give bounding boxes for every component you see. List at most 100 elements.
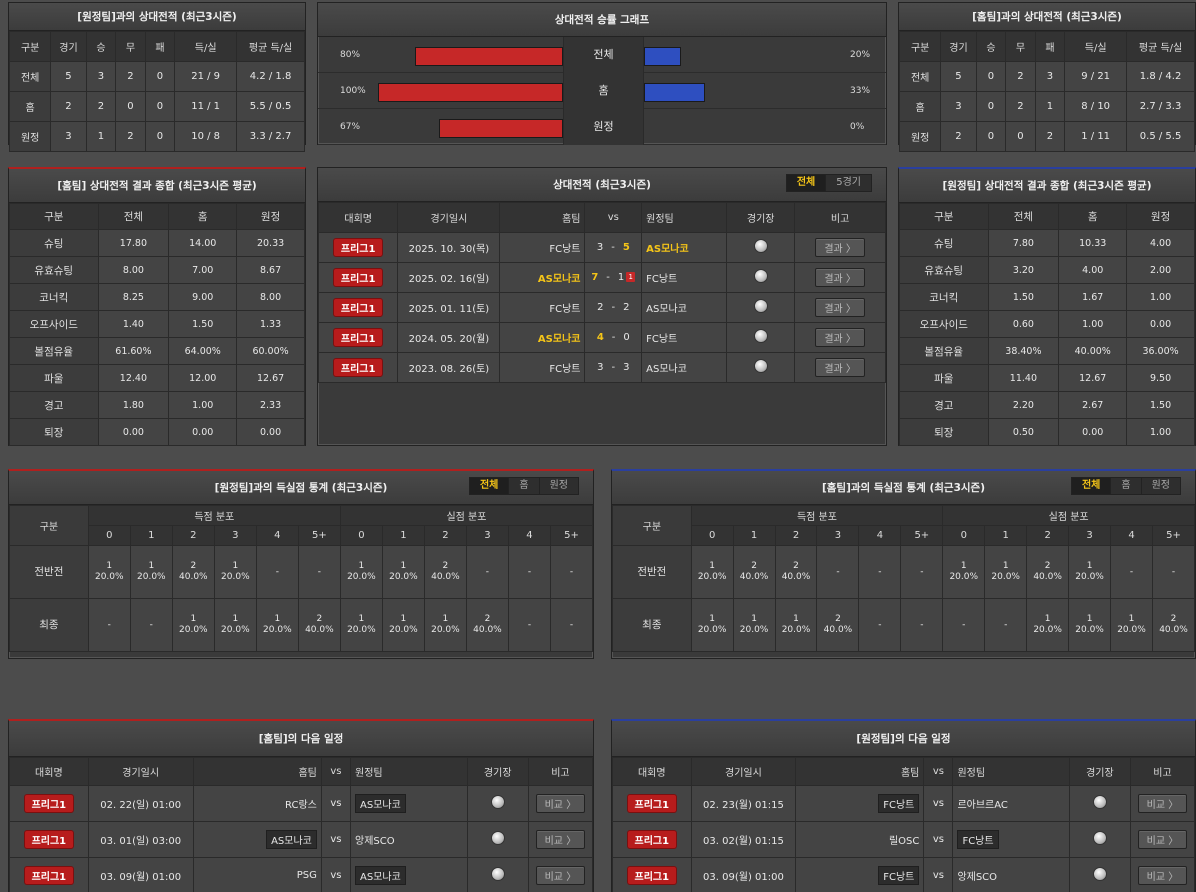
league-badge[interactable]: 프리그1 <box>333 299 383 316</box>
home-team[interactable]: PSG <box>296 870 317 881</box>
column-header-note: 비고 <box>1129 757 1196 786</box>
table-cell: 4.2 / 1.8 <box>236 61 305 92</box>
table-cell: 3 <box>940 91 977 122</box>
home-team[interactable]: RC랑스 <box>285 800 317 811</box>
date-cell: 03. 09(월) 01:00 <box>690 857 797 892</box>
score-separator: - <box>611 332 616 343</box>
compare-button[interactable]: 비교 〉 <box>535 866 586 885</box>
stadium-icon[interactable] <box>753 269 768 283</box>
table-row: 전체 5 3 2 0 21 / 9 4.2 / 1.8 <box>8 61 305 92</box>
goal-count-header: 0 <box>87 525 131 546</box>
home-team[interactable]: FC낭트 <box>878 866 920 885</box>
home-team[interactable]: FC낭트 <box>878 794 920 813</box>
stadium-icon[interactable] <box>1092 831 1107 845</box>
table-cell: 2.7 / 3.3 <box>1126 91 1195 122</box>
stadium-icon[interactable] <box>753 329 768 343</box>
home-team[interactable]: AS모나코 <box>499 322 586 353</box>
column-header: 구분 <box>9 203 99 230</box>
away-team[interactable]: FC낭트 <box>641 262 728 293</box>
league-badge[interactable]: 프리그1 <box>333 329 383 346</box>
away-team[interactable]: FC낭트 <box>957 830 999 849</box>
table-cell: 1.80 <box>97 391 170 419</box>
away-team[interactable]: 르아브르AC <box>957 800 1008 811</box>
tab-away[interactable]: 원정 <box>549 480 568 491</box>
goal-count-header: 5+ <box>297 525 341 546</box>
stadium-icon[interactable] <box>490 795 505 809</box>
home-team[interactable]: 릴OSC <box>888 836 920 847</box>
distribution-cell: - <box>1151 545 1196 599</box>
distribution-cell: 1 20.0% <box>690 598 734 652</box>
tab-away[interactable]: 원정 <box>1151 480 1170 491</box>
goal-count-header: 2 <box>423 525 467 546</box>
away-team[interactable]: AS모나코 <box>355 866 406 885</box>
result-button[interactable]: 결과 〉 <box>815 268 865 287</box>
league-badge[interactable]: 프리그1 <box>24 831 74 848</box>
away-team[interactable]: FC낭트 <box>641 322 728 353</box>
league-badge[interactable]: 프리그1 <box>627 831 677 848</box>
table-cell: 0 <box>975 91 1007 122</box>
tab-all[interactable]: 전체 <box>469 478 510 494</box>
count-value: 1 <box>709 614 715 624</box>
table-row: 파울 11.40 12.67 9.50 <box>899 364 1195 392</box>
distribution-cell: 1 20.0% <box>339 545 383 599</box>
stadium-icon[interactable] <box>753 239 768 253</box>
away-team[interactable]: AS모나코 <box>641 352 728 383</box>
compare-button[interactable]: 비교 〉 <box>535 794 586 813</box>
league-badge[interactable]: 프리그1 <box>24 867 74 884</box>
percent-value: 40.0% <box>305 625 334 635</box>
away-team[interactable]: AS모나코 <box>641 232 728 263</box>
home-team[interactable]: FC낭트 <box>499 352 586 383</box>
league-badge[interactable]: 프리그1 <box>333 239 383 256</box>
count-value: 2 <box>1044 561 1051 571</box>
header-row: 대회명 경기일시 홈팀 vs 원정팀 경기장 비고 <box>612 757 1196 786</box>
table-row: 원정 3 1 2 0 10 / 8 3.3 / 2.7 <box>8 121 305 152</box>
league-badge[interactable]: 프리그1 <box>24 795 74 812</box>
table-cell: 0.00 <box>168 418 238 446</box>
tab-home[interactable]: 홈 <box>1111 478 1142 494</box>
table-cell: 1.33 <box>236 310 305 338</box>
compare-button[interactable]: 비교 〉 <box>1137 866 1188 885</box>
percent-value: 40.0% <box>823 625 853 635</box>
count-value: 1 <box>190 614 197 624</box>
tab-home[interactable]: 홈 <box>509 478 540 494</box>
table-cell: 60.00% <box>236 337 305 365</box>
table-row: 슈팅 17.80 14.00 20.33 <box>9 229 305 257</box>
tab-all[interactable]: 전체 <box>786 175 827 191</box>
league-badge[interactable]: 프리그1 <box>333 359 383 376</box>
distribution-cell: 2 40.0% <box>171 545 215 599</box>
red-card-icon: 1 <box>626 272 636 282</box>
league-badge[interactable]: 프리그1 <box>627 867 677 884</box>
result-button[interactable]: 결과 〉 <box>815 358 865 377</box>
result-button[interactable]: 결과 〉 <box>815 328 865 347</box>
table-cell: 1.50 <box>168 310 238 338</box>
column-header: 전체 <box>987 203 1060 230</box>
home-team[interactable]: AS모나코 <box>266 830 317 849</box>
stadium-icon[interactable] <box>1092 867 1107 881</box>
compare-button[interactable]: 비교 〉 <box>1137 794 1188 813</box>
league-badge[interactable]: 프리그1 <box>627 795 677 812</box>
away-team[interactable]: 앙제SCO <box>957 872 998 883</box>
goal-count-header: 0 <box>339 525 383 546</box>
result-button[interactable]: 결과 〉 <box>815 298 865 317</box>
percent-value: 40.0% <box>431 572 460 582</box>
away-team[interactable]: AS모나코 <box>355 794 406 813</box>
home-team[interactable]: FC낭트 <box>499 232 586 263</box>
result-button[interactable]: 결과 〉 <box>815 238 865 257</box>
league-badge[interactable]: 프리그1 <box>333 269 383 286</box>
stadium-icon[interactable] <box>490 831 505 845</box>
stadium-icon[interactable] <box>1092 795 1107 809</box>
compare-button[interactable]: 비교 〉 <box>1137 830 1188 849</box>
home-team[interactable]: AS모나코 <box>499 262 586 293</box>
tab-all[interactable]: 전체 <box>1071 478 1112 494</box>
stadium-icon[interactable] <box>753 299 768 313</box>
compare-button[interactable]: 비교 〉 <box>535 830 586 849</box>
home-team[interactable]: FC낭트 <box>499 292 586 323</box>
distribution-cell: 1 20.0% <box>1026 598 1070 652</box>
stadium-icon[interactable] <box>490 867 505 881</box>
away-team[interactable]: AS모나코 <box>641 292 728 323</box>
stadium-icon[interactable] <box>753 359 768 373</box>
tab-5games[interactable]: 5경기 <box>836 177 861 188</box>
away-team[interactable]: 앙제SCO <box>355 836 395 847</box>
away-team-cell: FC낭트 <box>952 821 1070 858</box>
venue-cell <box>1068 857 1131 892</box>
